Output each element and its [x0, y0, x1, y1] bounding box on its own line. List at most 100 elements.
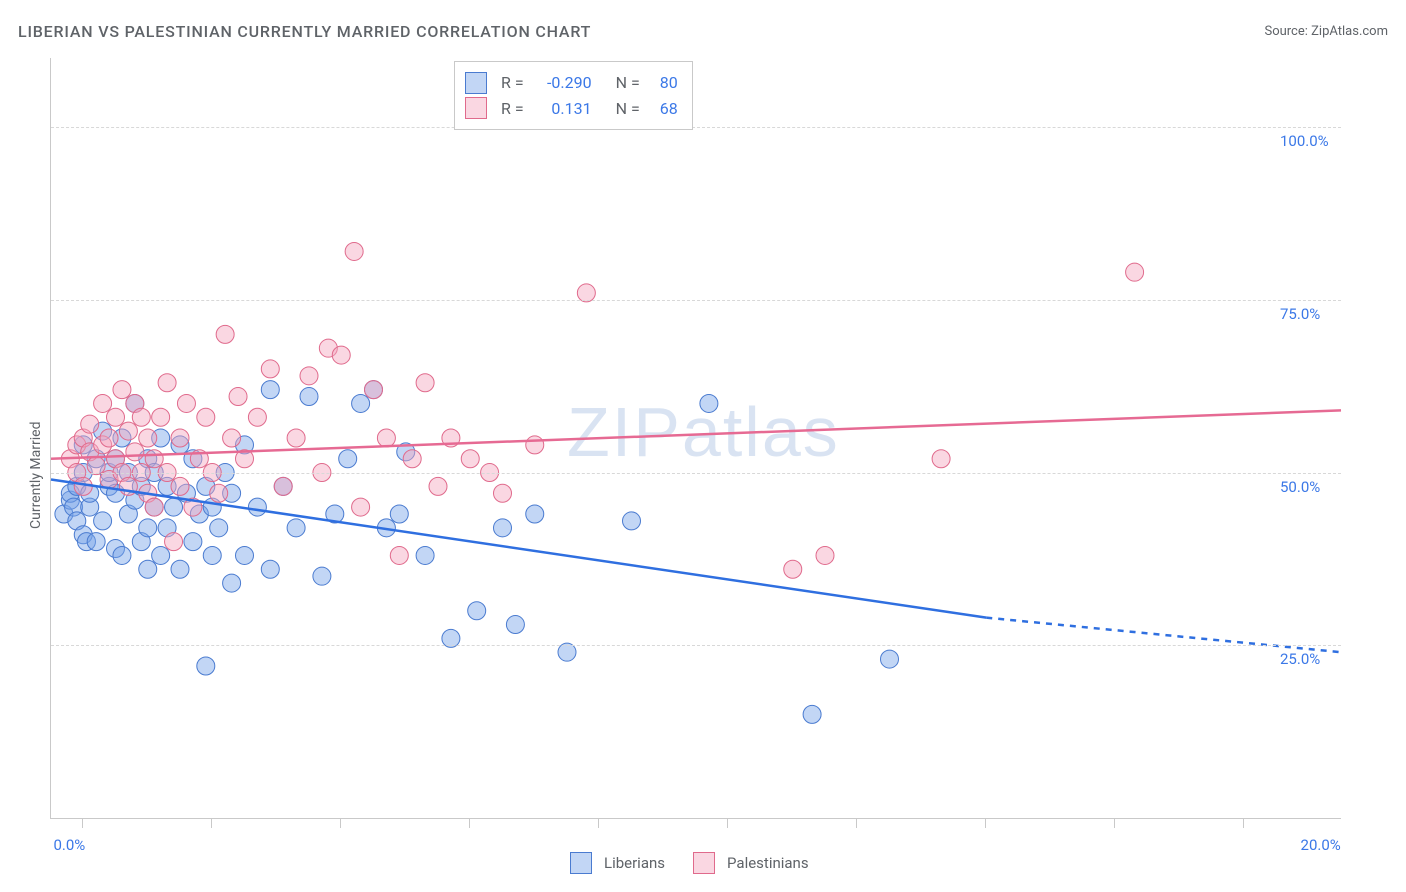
legend-swatch — [570, 852, 592, 874]
data-point — [236, 546, 254, 564]
stat-n-label: N = — [616, 96, 640, 122]
legend-item: Liberians — [570, 852, 665, 874]
gridline — [51, 645, 1341, 646]
source-label: Source: — [1264, 24, 1311, 39]
stat-r-value: 0.131 — [534, 96, 592, 122]
data-point — [300, 388, 318, 406]
stat-n-value: 80 — [650, 70, 678, 96]
data-point — [352, 498, 370, 516]
stat-r-label: R = — [501, 70, 524, 96]
data-point — [403, 450, 421, 468]
data-point — [803, 705, 821, 723]
data-point — [494, 519, 512, 537]
data-point — [274, 477, 292, 495]
data-point — [300, 367, 318, 385]
data-point — [145, 450, 163, 468]
data-point — [139, 519, 157, 537]
data-point — [210, 484, 228, 502]
data-point — [145, 498, 163, 516]
data-point — [494, 484, 512, 502]
data-point — [390, 505, 408, 523]
plot-area: ZIPatlas — [50, 58, 1341, 819]
data-point — [223, 429, 241, 447]
data-point — [416, 546, 434, 564]
data-point — [184, 533, 202, 551]
stats-legend-row: R = 0.131 N = 68 — [465, 96, 678, 122]
data-point — [177, 394, 195, 412]
data-point — [416, 374, 434, 392]
data-point — [229, 388, 247, 406]
data-point — [165, 498, 183, 516]
source-attribution: Source: ZipAtlas.com — [1264, 24, 1388, 39]
data-point — [171, 560, 189, 578]
data-point — [248, 498, 266, 516]
data-point — [216, 325, 234, 343]
data-point — [700, 394, 718, 412]
data-point — [261, 381, 279, 399]
data-point — [345, 242, 363, 260]
data-point — [107, 408, 125, 426]
x-tick-mark — [1114, 818, 1115, 828]
data-point — [526, 505, 544, 523]
x-tick-mark — [985, 818, 986, 828]
data-point — [248, 408, 266, 426]
data-point — [816, 546, 834, 564]
legend-swatch — [465, 97, 487, 119]
data-point — [365, 381, 383, 399]
data-point — [81, 415, 99, 433]
data-point — [881, 650, 899, 668]
data-point — [287, 429, 305, 447]
trend-line — [51, 410, 1341, 458]
y-tick-label: 75.0% — [1280, 305, 1320, 323]
gridline — [51, 300, 1341, 301]
data-point — [165, 533, 183, 551]
data-point — [139, 560, 157, 578]
data-point — [352, 394, 370, 412]
x-tick-mark — [856, 818, 857, 828]
data-point — [623, 512, 641, 530]
data-point — [113, 546, 131, 564]
data-point — [126, 443, 144, 461]
x-tick-mark — [727, 818, 728, 828]
data-point — [119, 422, 137, 440]
data-point — [261, 360, 279, 378]
data-point — [377, 429, 395, 447]
legend-swatch — [465, 72, 487, 94]
data-point — [223, 574, 241, 592]
data-point — [390, 546, 408, 564]
legend-label: Palestinians — [727, 854, 809, 872]
stat-n-label: N = — [616, 70, 640, 96]
data-point — [139, 429, 157, 447]
stat-n-value: 68 — [650, 96, 678, 122]
legend-label: Liberians — [604, 854, 665, 872]
x-tick-mark — [469, 818, 470, 828]
data-point — [313, 567, 331, 585]
data-point — [197, 408, 215, 426]
data-point — [203, 546, 221, 564]
source-name: ZipAtlas.com — [1311, 24, 1388, 39]
data-point — [261, 560, 279, 578]
stat-r-label: R = — [501, 96, 524, 122]
data-point — [287, 519, 305, 537]
data-point — [197, 657, 215, 675]
trend-line-extrapolated — [986, 618, 1341, 653]
data-point — [210, 519, 228, 537]
stats-legend-box: R =-0.290N =80R =0.131N =68 — [454, 61, 693, 130]
data-point — [932, 450, 950, 468]
bottom-legend: Liberians Palestinians — [570, 852, 809, 874]
data-point — [171, 429, 189, 447]
data-point — [158, 374, 176, 392]
stats-legend-row: R =-0.290N =80 — [465, 70, 678, 96]
data-point — [171, 477, 189, 495]
x-tick-label: 20.0% — [1301, 836, 1341, 854]
data-point — [526, 436, 544, 454]
x-tick-mark — [1243, 818, 1244, 828]
legend-item: Palestinians — [693, 852, 809, 874]
data-point — [784, 560, 802, 578]
x-tick-mark — [340, 818, 341, 828]
gridline — [51, 127, 1341, 128]
data-point — [87, 533, 105, 551]
data-point — [100, 429, 118, 447]
chart-title: LIBERIAN VS PALESTINIAN CURRENTLY MARRIE… — [18, 22, 591, 41]
data-point — [94, 512, 112, 530]
